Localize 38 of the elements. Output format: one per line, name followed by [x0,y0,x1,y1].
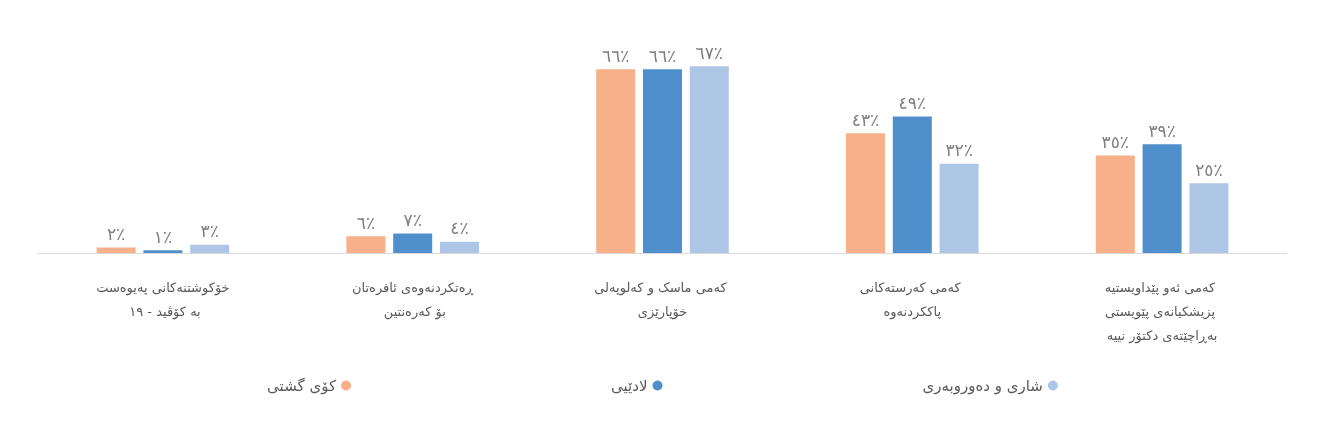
data-label: ٦٦٪ [648,45,677,66]
x-tick-label: کەمی ماسک و کەلوپەلی خۆپارێزی [594,279,731,320]
data-label: ٧٪ [403,210,422,230]
bar [892,116,932,253]
data-label: ٦٦٪ [602,45,630,66]
bar [1095,155,1135,253]
bar [346,236,386,253]
x-tick-label: کەمی ئەو پێداویستیە پزیشکیانەی پێویستی بەڕاچێتەی دکتۆر نییە [1104,279,1220,344]
bar [939,163,979,253]
data-label: ٢٥٪ [1195,159,1223,180]
legend-label: شاری و دەوروبەری [922,376,1043,395]
bar [846,133,885,253]
data-label: ٤٪ [450,218,469,239]
data-label: ٣٪ [200,221,219,242]
bar [1142,144,1182,253]
x-tick-label: کەمی کەرستەکانی پاککردنەوە [859,279,965,320]
data-label: ٢٪ [106,223,126,244]
bar [643,69,682,253]
bar [190,244,230,253]
data-label: ٤٣٪ [851,109,880,130]
data-label: ٣٢٪ [945,140,973,161]
bar [596,69,636,253]
x-tick-label: ڕەتکردنەوەی ئافرەتان بۆ کەرەنتین [352,279,475,320]
legend-label: کۆی گشتی [267,376,337,395]
bar [440,241,479,253]
data-label: ١٪ [153,226,173,247]
x-tick-label: خۆکوشتنەکانی پەیوەست بە کۆڤید - ١٩ [96,279,230,320]
data-label: ٣٩٪ [1148,120,1176,141]
bar [96,247,136,253]
bar [393,233,433,253]
data-label: ٣٥٪ [1101,132,1129,152]
data-label: ٤٩٪ [898,93,926,113]
data-label: ٦٪ [356,212,376,233]
data-label: ٦٧٪ [695,42,723,63]
legend-label: لادێیی [611,376,648,395]
bar [689,66,729,253]
bar [143,250,183,253]
bar [1189,183,1229,253]
